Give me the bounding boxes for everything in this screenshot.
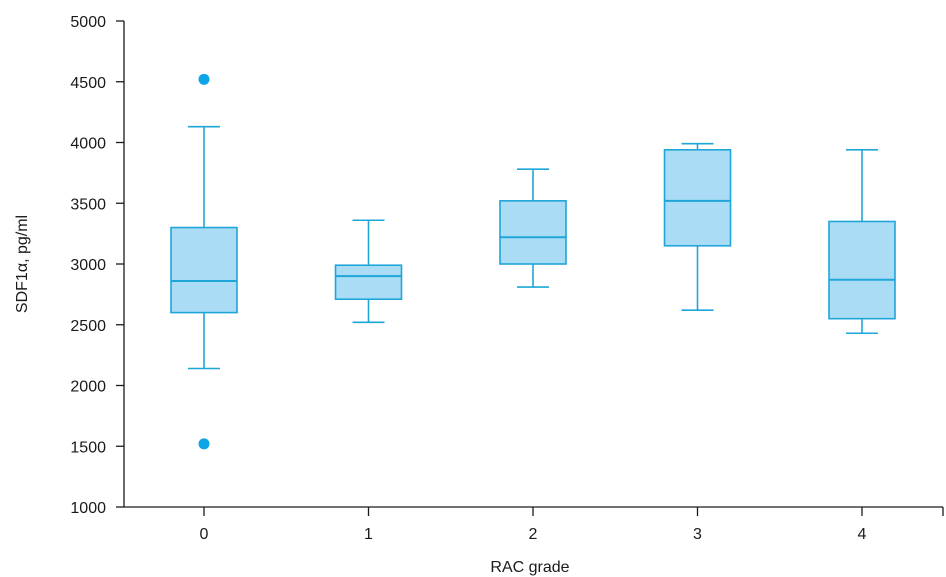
y-axis-ticks: 1000 1500 2000 2500 3000 3500 4000 4500 5000: [70, 14, 124, 517]
y-tick-label-4000: 4000: [70, 136, 106, 153]
y-tick-label-5000: 5000: [70, 14, 106, 31]
x-axis-ticks: 0 1 2 3 4: [200, 507, 867, 543]
y-axis-title: SDF1α, pg/ml: [14, 215, 31, 313]
box-group-1: [334, 219, 403, 324]
box-group-0: [170, 73, 238, 450]
box-2: [499, 200, 567, 265]
box-group-4: [828, 148, 896, 335]
y-tick-label-4500: 4500: [70, 75, 106, 92]
box-4: [828, 220, 896, 320]
outlier-point-0-1: [198, 438, 210, 450]
box-3: [663, 148, 732, 247]
y-tick-label-3500: 3500: [70, 196, 106, 213]
box-group-2: [499, 168, 567, 288]
x-axis-title: RAC grade: [490, 559, 569, 576]
x-tick-label-0: 0: [200, 526, 209, 543]
y-tick-label-3000: 3000: [70, 257, 106, 274]
y-tick-label-1000: 1000: [70, 500, 106, 517]
plot-area: [170, 73, 896, 450]
x-tick-label-1: 1: [364, 526, 373, 543]
box-0: [170, 226, 238, 314]
outlier-point-0-0: [198, 73, 210, 85]
y-tick-label-2000: 2000: [70, 379, 106, 396]
x-tick-label-2: 2: [529, 526, 538, 543]
box-1: [334, 264, 403, 301]
x-tick-label-3: 3: [693, 526, 702, 543]
y-tick-label-1500: 1500: [70, 439, 106, 456]
x-tick-label-4: 4: [858, 526, 867, 543]
y-tick-label-2500: 2500: [70, 318, 106, 335]
box-group-3: [663, 142, 732, 311]
